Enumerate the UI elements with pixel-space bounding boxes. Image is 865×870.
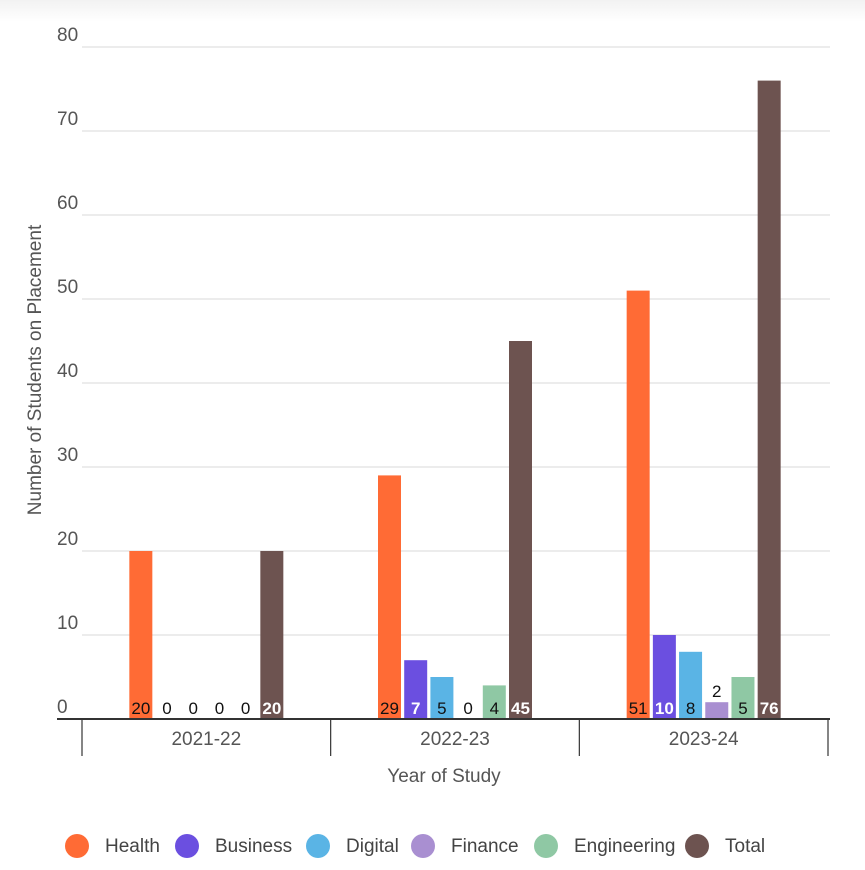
data-label: 51 [629, 699, 648, 718]
bar-engineering-2023-24 [731, 677, 755, 719]
legend-label-total: Total [725, 836, 765, 857]
data-label: 7 [411, 699, 420, 718]
legend-swatch-engineering [534, 834, 558, 858]
y-tick-label: 60 [57, 193, 78, 214]
data-label: 10 [655, 699, 674, 718]
x-axis: 2021-22 2022-23 2023-24 [57, 718, 830, 756]
data-label: 2 [712, 682, 721, 701]
data-label: 0 [188, 699, 197, 718]
bar-business-2023-24 [652, 635, 676, 719]
data-label: 0 [215, 699, 224, 718]
x-tick-label: 2023-24 [669, 729, 739, 750]
legend-label-health: Health [105, 836, 160, 857]
data-label: 76 [760, 699, 779, 718]
bar-digital-2023-24 [679, 651, 703, 719]
bar-digital-2022-23 [430, 677, 454, 719]
legend-swatch-health [65, 834, 89, 858]
bar-business-2022-23 [404, 660, 428, 719]
legend-label-business: Business [215, 836, 292, 857]
y-tick-label: 30 [57, 445, 78, 466]
bar-health-2023-24 [626, 290, 650, 719]
data-label: 5 [738, 699, 747, 718]
data-label: 45 [511, 699, 530, 718]
bar-health-2022-23 [378, 475, 401, 719]
data-label: 20 [131, 699, 150, 718]
data-label: 20 [262, 699, 281, 718]
legend-label-digital: Digital [346, 836, 399, 857]
data-label: 8 [686, 699, 695, 718]
y-tick-label: 40 [57, 361, 78, 382]
bar-health-2021-22 [129, 551, 153, 719]
bar-engineering-2022-23 [482, 685, 506, 719]
y-tick-label: 10 [57, 613, 78, 634]
legend-swatch-finance [411, 834, 435, 858]
legend-swatch-business [175, 834, 199, 858]
bar-total-2023-24 [757, 80, 781, 720]
x-axis-title: Year of Study [387, 766, 501, 787]
y-tick-label: 70 [57, 109, 78, 130]
data-label: 4 [490, 699, 499, 718]
bar-total-2021-22 [260, 551, 284, 719]
legend-label-finance: Finance [451, 836, 519, 857]
data-label: 0 [162, 699, 171, 718]
y-axis-title: Number of Students on Placement [25, 224, 46, 515]
data-label: 29 [380, 699, 399, 718]
legend-swatch-digital [306, 834, 330, 858]
legend-label-engineering: Engineering [574, 836, 675, 857]
y-tick-label: 80 [57, 25, 78, 46]
data-label: 5 [437, 699, 446, 718]
x-tick-label: 2022-23 [420, 729, 490, 750]
y-tick-label: 50 [57, 277, 78, 298]
data-labels: 20 0 0 0 0 20 29 7 5 0 4 45 51 10 825 76 [131, 682, 778, 718]
bars [129, 80, 781, 720]
x-tick-label: 2021-22 [171, 729, 241, 750]
bar-total-2022-23 [509, 341, 532, 719]
y-tick-label: 0 [57, 697, 68, 718]
legend: Health Business Digital Finance Engineering T… [65, 834, 765, 858]
data-label: 0 [463, 699, 472, 718]
legend-swatch-total [685, 834, 709, 858]
data-label: 0 [241, 699, 250, 718]
bar-finance-2023-24 [705, 702, 729, 719]
y-tick-label: 20 [57, 529, 78, 550]
